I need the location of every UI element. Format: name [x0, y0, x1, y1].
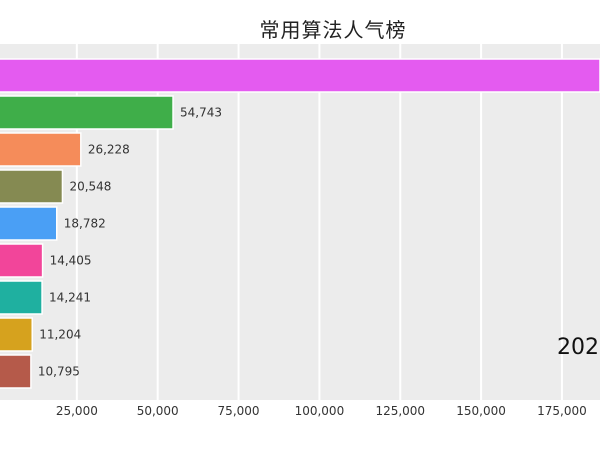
x-axis-ticks: 25,000 50,000 75,000 100,000 125,000 150,000 1… [56, 404, 587, 418]
value-labels: 54,743 26,228 20,548 18,782 14,405 14,241 11,2… [38, 106, 222, 379]
x-tick-label: 100,000 [295, 404, 345, 418]
grid-line [318, 44, 321, 400]
bar [0, 95, 174, 130]
bar-value-label: 14,241 [49, 291, 91, 305]
bar-value-label: 14,405 [50, 254, 92, 268]
grid-lines [75, 44, 563, 400]
x-tick-label: 125,000 [375, 404, 425, 418]
chart-title: 常用算法人气榜 [259, 18, 407, 42]
bar [0, 317, 33, 352]
grid-line [237, 44, 240, 400]
bar [0, 354, 32, 389]
grid-line [75, 44, 78, 400]
bar-value-label: 18,782 [64, 217, 106, 231]
grid-line [156, 44, 159, 400]
bar [0, 243, 44, 278]
x-tick-label: 50,000 [137, 404, 179, 418]
bar [0, 169, 64, 204]
bar [0, 206, 58, 241]
x-tick-label: 175,000 [537, 404, 587, 418]
bar-value-label: 10,795 [38, 365, 80, 379]
bar-value-label: 54,743 [180, 106, 222, 120]
grid-line [480, 44, 483, 400]
bar [0, 58, 600, 93]
year-label: 202 [557, 335, 599, 360]
x-tick-label: 25,000 [56, 404, 98, 418]
grid-line [560, 44, 563, 400]
grid-line [399, 44, 402, 400]
bar [0, 280, 43, 315]
bar-value-label: 20,548 [69, 180, 111, 194]
bar-value-label: 11,204 [39, 328, 81, 342]
bar [0, 132, 82, 167]
x-tick-label: 150,000 [456, 404, 506, 418]
bars [0, 58, 600, 389]
bar-value-label: 26,228 [88, 143, 130, 157]
x-tick-label: 75,000 [218, 404, 260, 418]
